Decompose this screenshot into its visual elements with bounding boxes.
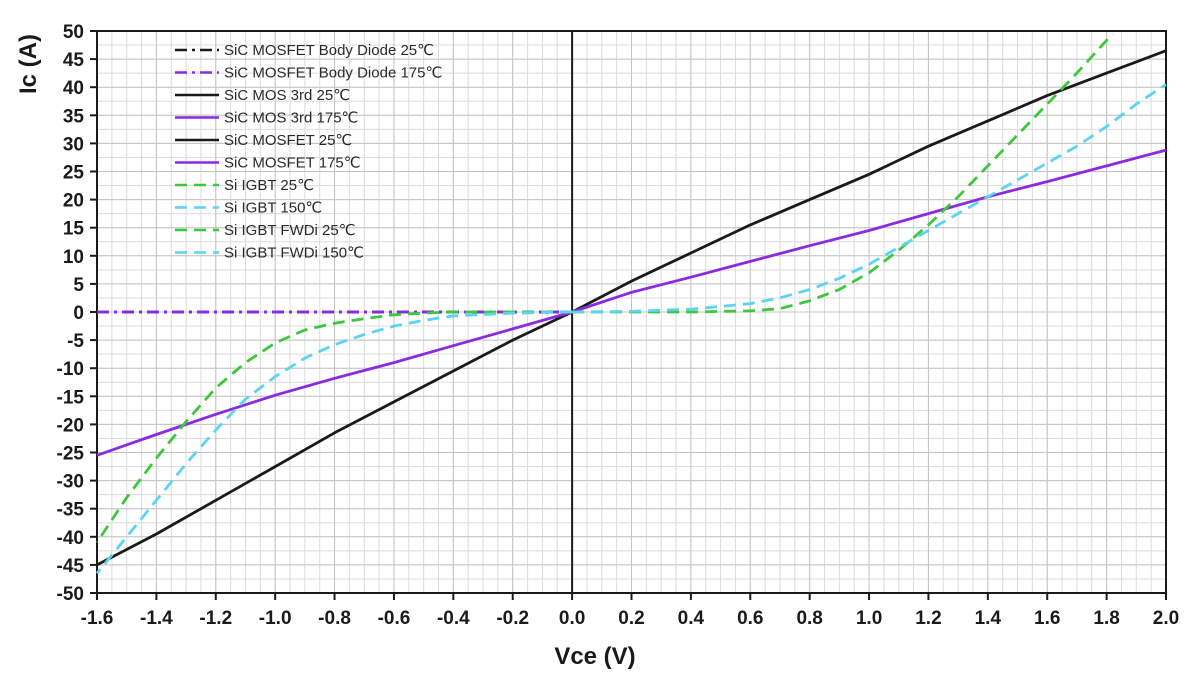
x-tick-label: -1.4 bbox=[140, 608, 173, 629]
y-tick-label: 5 bbox=[73, 275, 84, 296]
y-tick-label: 10 bbox=[63, 247, 84, 268]
x-tick-label: -1.0 bbox=[259, 608, 292, 629]
x-tick-label: 0.0 bbox=[559, 608, 585, 629]
x-tick-label: 0.8 bbox=[796, 608, 822, 629]
y-tick-label: -5 bbox=[67, 331, 84, 352]
y-tick-label: 30 bbox=[63, 134, 84, 155]
y-tick-label: 45 bbox=[63, 50, 85, 71]
series-line-5 bbox=[571, 49, 1167, 314]
x-tick-label: 0.4 bbox=[678, 608, 705, 629]
y-tick-label: -50 bbox=[57, 584, 84, 605]
legend-label: SiC MOSFET 25℃ bbox=[224, 132, 352, 149]
x-tick-label: 1.0 bbox=[856, 608, 882, 629]
x-axis-title: Vce (V) bbox=[554, 643, 635, 670]
x-tick-label: -1.6 bbox=[81, 608, 114, 629]
y-tick-label: -40 bbox=[57, 528, 84, 549]
x-tick-label: -0.6 bbox=[378, 608, 411, 629]
x-tick-label: 1.2 bbox=[915, 608, 941, 629]
y-tick-label: -30 bbox=[57, 472, 84, 493]
series-line-7 bbox=[572, 32, 1114, 314]
y-tick-label: -45 bbox=[57, 556, 85, 577]
legend-label: SiC MOSFET 175℃ bbox=[224, 155, 361, 172]
y-tick-label: 25 bbox=[63, 163, 85, 184]
legend-label: Si IGBT 25℃ bbox=[224, 177, 314, 194]
y-tick-label: -20 bbox=[57, 415, 84, 436]
x-tick-label: 1.4 bbox=[975, 608, 1002, 629]
x-tick-label: -0.8 bbox=[318, 608, 351, 629]
x-tick-label: -1.2 bbox=[199, 608, 232, 629]
y-tick-label: 50 bbox=[63, 22, 84, 43]
legend-label: Si IGBT 150℃ bbox=[224, 200, 322, 217]
legend-label: SiC MOS 3rd 25℃ bbox=[224, 87, 350, 104]
y-tick-label: 20 bbox=[63, 191, 84, 212]
x-tick-label: 1.8 bbox=[1093, 608, 1119, 629]
legend: SiC MOSFET Body Diode 25℃ SiC MOSFET Body… bbox=[175, 42, 442, 262]
y-tick-label: -25 bbox=[57, 444, 85, 465]
series-line-4 bbox=[96, 310, 573, 457]
series-line-9 bbox=[95, 310, 573, 544]
series-line-6 bbox=[571, 148, 1167, 314]
legend-label: SiC MOSFET Body Diode 25℃ bbox=[224, 42, 434, 59]
x-tick-label: 0.6 bbox=[737, 608, 763, 629]
y-tick-label: 40 bbox=[63, 78, 84, 99]
series-line-3 bbox=[96, 310, 573, 567]
y-tick-label: -10 bbox=[57, 359, 84, 380]
legend-label: Si IGBT FWDi 25℃ bbox=[224, 222, 356, 239]
y-tick-label: 15 bbox=[63, 219, 85, 240]
series-lines bbox=[95, 32, 1167, 575]
y-tick-label: 0 bbox=[73, 303, 84, 324]
x-tick-label: 1.6 bbox=[1034, 608, 1060, 629]
x-tick-label: 0.2 bbox=[618, 608, 644, 629]
x-tick-label: 2.0 bbox=[1153, 608, 1179, 629]
tick-labels: -1.6 -1.4 -1.2 -1.0 -0.8 -0.6 -0.4 -0.2 0.0 0.2 0.… bbox=[57, 22, 1180, 629]
series-line-10 bbox=[95, 310, 573, 575]
legend-label: SiC MOSFET Body Diode 175℃ bbox=[224, 65, 442, 82]
y-tick-label: -15 bbox=[57, 387, 85, 408]
legend-label: Si IGBT FWDi 150℃ bbox=[224, 245, 364, 262]
x-tick-label: -0.2 bbox=[496, 608, 529, 629]
y-tick-label: 35 bbox=[63, 106, 85, 127]
y-axis-title: Ic (A) bbox=[15, 34, 42, 94]
y-tick-label: -35 bbox=[57, 500, 85, 521]
legend-label: SiC MOS 3rd 175℃ bbox=[224, 110, 358, 127]
x-tick-label: -0.4 bbox=[437, 608, 470, 629]
